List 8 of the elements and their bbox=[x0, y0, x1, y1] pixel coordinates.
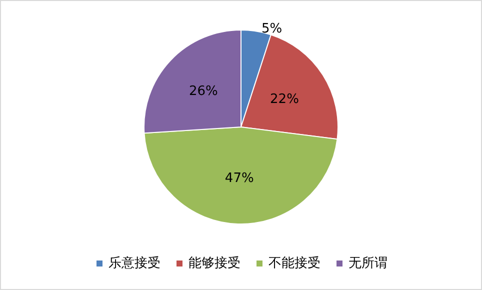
data-label: 47% bbox=[224, 170, 254, 186]
data-label: 26% bbox=[189, 84, 218, 100]
data-label: 5% bbox=[261, 22, 282, 37]
legend-label: 不能接受 bbox=[268, 256, 320, 271]
legend-label: 无所谓 bbox=[348, 256, 388, 271]
data-label: 22% bbox=[270, 92, 299, 107]
legend-label: 能够接受 bbox=[188, 256, 240, 271]
legend-label: 乐意接受 bbox=[108, 256, 160, 271]
